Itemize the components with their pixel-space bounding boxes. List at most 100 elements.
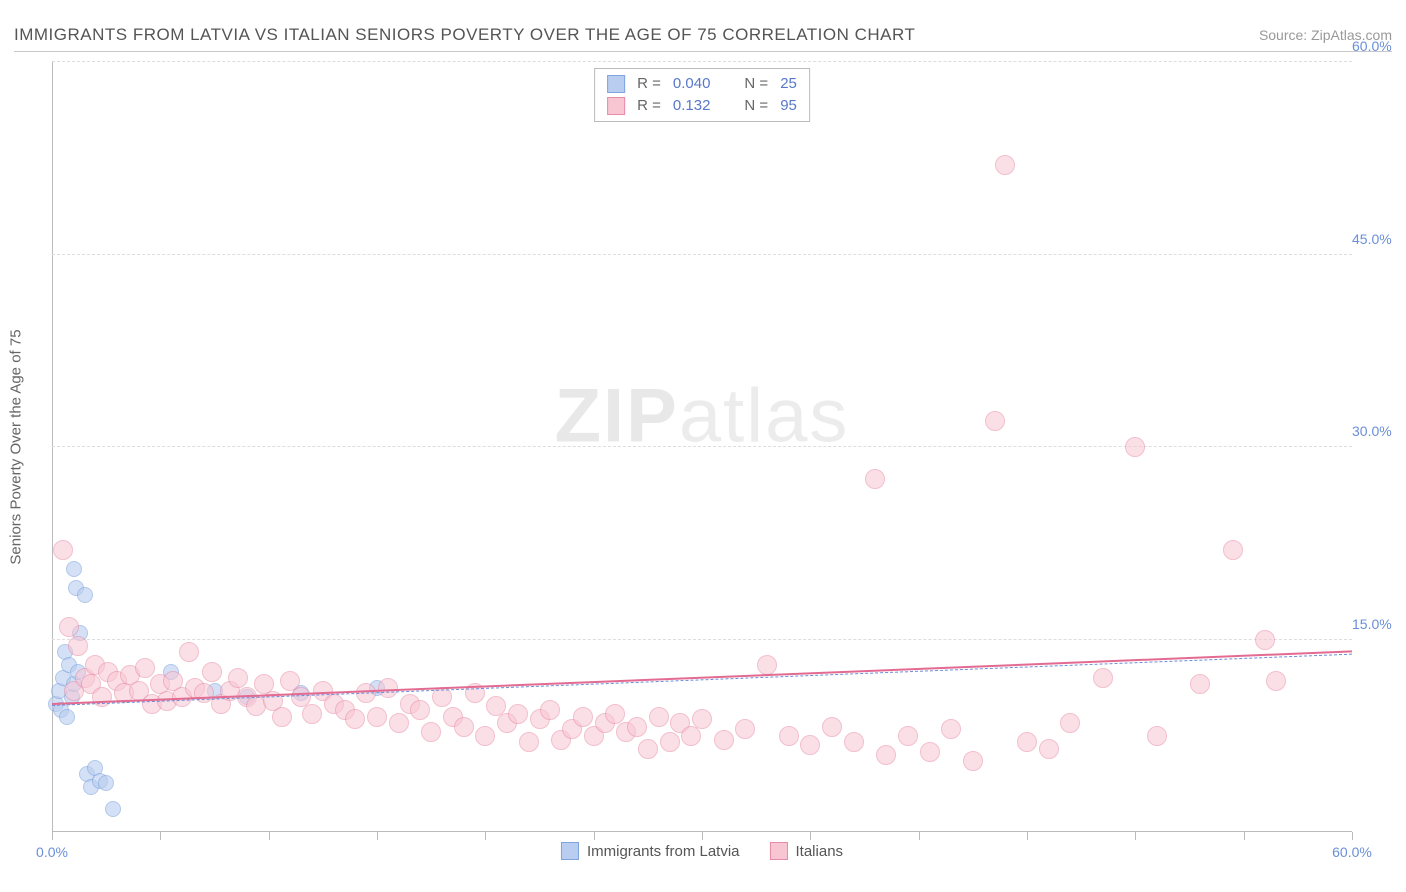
scatter-point [573, 707, 593, 727]
scatter-point [1125, 437, 1145, 457]
scatter-point [228, 668, 248, 688]
x-tick [594, 832, 595, 840]
scatter-point [98, 775, 114, 791]
legend-correlation: R = 0.040 N = 25 R = 0.132 N = 95 [594, 68, 810, 122]
gridline [52, 61, 1352, 62]
gridline [52, 446, 1352, 447]
scatter-point [68, 636, 88, 656]
x-tick [52, 832, 53, 840]
scatter-point [59, 617, 79, 637]
legend-correlation-row: R = 0.040 N = 25 [607, 73, 797, 95]
legend-n-value: 95 [780, 95, 797, 117]
scatter-point [1266, 671, 1286, 691]
scatter-point [1060, 713, 1080, 733]
legend-correlation-row: R = 0.132 N = 95 [607, 95, 797, 117]
legend-swatch [607, 75, 625, 93]
scatter-point [59, 709, 75, 725]
scatter-point [692, 709, 712, 729]
scatter-point [963, 751, 983, 771]
legend-series: Immigrants from Latvia Italians [561, 842, 843, 860]
x-tick [702, 832, 703, 840]
legend-r-label: R = [637, 73, 661, 95]
x-tick [1352, 832, 1353, 840]
scatter-point [1093, 668, 1113, 688]
scatter-point [410, 700, 430, 720]
scatter-point [66, 561, 82, 577]
scatter-point [735, 719, 755, 739]
legend-r-value: 0.040 [673, 73, 711, 95]
scatter-point [822, 717, 842, 737]
scatter-point [540, 700, 560, 720]
scatter-point [272, 707, 292, 727]
scatter-point [1147, 726, 1167, 746]
legend-r-value: 0.132 [673, 95, 711, 117]
scatter-point [1223, 540, 1243, 560]
x-tick [919, 832, 920, 840]
legend-swatch [770, 842, 788, 860]
scatter-point [876, 745, 896, 765]
scatter-point [941, 719, 961, 739]
scatter-point [995, 155, 1015, 175]
scatter-point [105, 801, 121, 817]
scatter-point [985, 411, 1005, 431]
scatter-point [302, 704, 322, 724]
legend-series-item: Italians [770, 842, 844, 860]
x-tick [160, 832, 161, 840]
scatter-point [865, 469, 885, 489]
scatter-point [179, 642, 199, 662]
legend-n-value: 25 [780, 73, 797, 95]
x-tick-label: 0.0% [36, 844, 68, 860]
scatter-point [1017, 732, 1037, 752]
scatter-point [77, 587, 93, 603]
scatter-point [508, 704, 528, 724]
y-tick-label: 15.0% [1352, 616, 1404, 632]
scatter-point [202, 662, 222, 682]
scatter-point [1255, 630, 1275, 650]
scatter-point [345, 709, 365, 729]
scatter-point [421, 722, 441, 742]
gridline [52, 254, 1352, 255]
scatter-point [649, 707, 669, 727]
scatter-point [920, 742, 940, 762]
y-axis-label: Seniors Poverty Over the Age of 75 [8, 329, 25, 564]
scatter-point [844, 732, 864, 752]
gridline [52, 639, 1352, 640]
legend-n-label: N = [744, 95, 768, 117]
scatter-point [454, 717, 474, 737]
title-bar: IMMIGRANTS FROM LATVIA VS ITALIAN SENIOR… [14, 18, 1392, 52]
x-tick-label: 60.0% [1332, 844, 1372, 860]
scatter-point [714, 730, 734, 750]
y-tick-label: 30.0% [1352, 423, 1404, 439]
legend-swatch [561, 842, 579, 860]
scatter-point [519, 732, 539, 752]
y-tick-label: 60.0% [1352, 38, 1404, 54]
scatter-point [660, 732, 680, 752]
chart-title: IMMIGRANTS FROM LATVIA VS ITALIAN SENIOR… [14, 25, 915, 45]
scatter-point [1039, 739, 1059, 759]
scatter-point [779, 726, 799, 746]
scatter-point [1190, 674, 1210, 694]
legend-series-label: Italians [796, 843, 844, 860]
legend-r-label: R = [637, 95, 661, 117]
scatter-point [389, 713, 409, 733]
legend-n-label: N = [744, 73, 768, 95]
x-tick [377, 832, 378, 840]
x-tick [1135, 832, 1136, 840]
scatter-point [605, 704, 625, 724]
y-tick-label: 45.0% [1352, 231, 1404, 247]
chart-area: ZIPatlas Seniors Poverty Over the Age of… [52, 62, 1352, 832]
scatter-point [681, 726, 701, 746]
scatter-point [638, 739, 658, 759]
scatter-point [135, 658, 155, 678]
x-tick [1244, 832, 1245, 840]
scatter-point [53, 540, 73, 560]
x-tick [269, 832, 270, 840]
scatter-point [800, 735, 820, 755]
x-tick [485, 832, 486, 840]
legend-series-label: Immigrants from Latvia [587, 843, 740, 860]
x-tick [1027, 832, 1028, 840]
scatter-point [475, 726, 495, 746]
legend-series-item: Immigrants from Latvia [561, 842, 740, 860]
legend-swatch [607, 97, 625, 115]
scatter-point [757, 655, 777, 675]
